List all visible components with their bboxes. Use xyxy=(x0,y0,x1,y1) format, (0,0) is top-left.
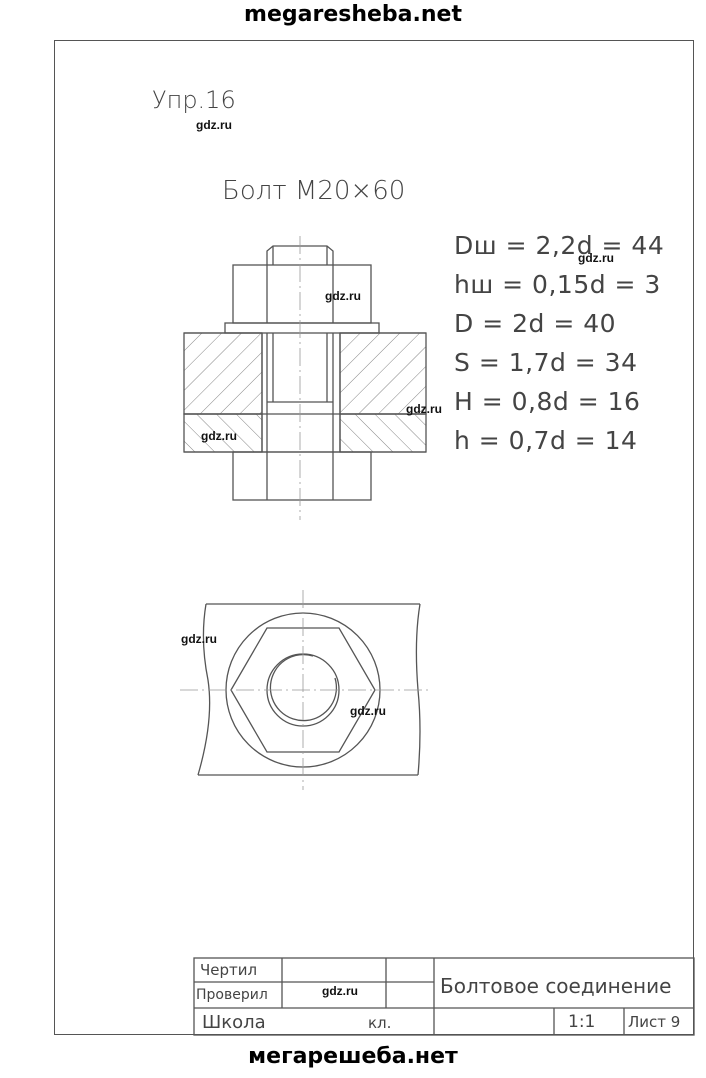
bolt-title: Болт М20×60 xyxy=(222,176,406,206)
title-block-school-label: Школа xyxy=(202,1012,266,1033)
title-block-checked-label: Проверил xyxy=(196,987,268,1003)
bolt-head-front xyxy=(232,451,372,501)
watermark: gdz.ru xyxy=(322,984,358,998)
title-block-scale: 1:1 xyxy=(568,1012,596,1032)
watermark: gdz.ru xyxy=(201,429,237,443)
thread-inner-arc xyxy=(269,653,338,722)
top-view xyxy=(180,590,428,790)
title-block-drew-label: Чертил xyxy=(200,961,258,979)
formula-head-height: h = 0,7d = 14 xyxy=(454,426,638,455)
title-block-drawing-name: Болтовое соединение xyxy=(440,974,672,998)
site-bottom-banner: мегарешеба.нет xyxy=(248,1044,458,1069)
title-block-lines xyxy=(193,957,695,1036)
exercise-label: Упр.16 xyxy=(152,86,236,114)
watermark: gdz.ru xyxy=(406,402,442,416)
formula-wrench-size: S = 1,7d = 34 xyxy=(454,348,638,377)
upper-plate-left xyxy=(183,332,263,415)
watermark: gdz.ru xyxy=(350,704,386,718)
formula-washer-height: hш = 0,15d = 3 xyxy=(454,270,661,299)
lower-plate-right xyxy=(339,413,427,453)
lower-plate-left xyxy=(183,413,263,453)
title-block-class-label: кл. xyxy=(368,1014,392,1032)
formula-nut-height: H = 0,8d = 16 xyxy=(454,387,641,416)
formula-washer-diameter: Dш = 2,2d = 44 xyxy=(454,231,665,260)
watermark: gdz.ru xyxy=(578,251,614,265)
nut-hexagon xyxy=(230,627,376,753)
formula-list: Dш = 2,2d = 44 hш = 0,15d = 3 D = 2d = 4… xyxy=(454,226,664,460)
title-block-sheet-number: Лист 9 xyxy=(628,1013,681,1031)
watermark: gdz.ru xyxy=(196,118,232,132)
watermark: gdz.ru xyxy=(181,632,217,646)
site-top-banner: megaresheba.net xyxy=(244,2,462,27)
washer-front xyxy=(224,322,380,334)
front-view xyxy=(183,236,427,520)
watermark: gdz.ru xyxy=(325,289,361,303)
formula-nut-diameter: D = 2d = 40 xyxy=(454,309,617,338)
